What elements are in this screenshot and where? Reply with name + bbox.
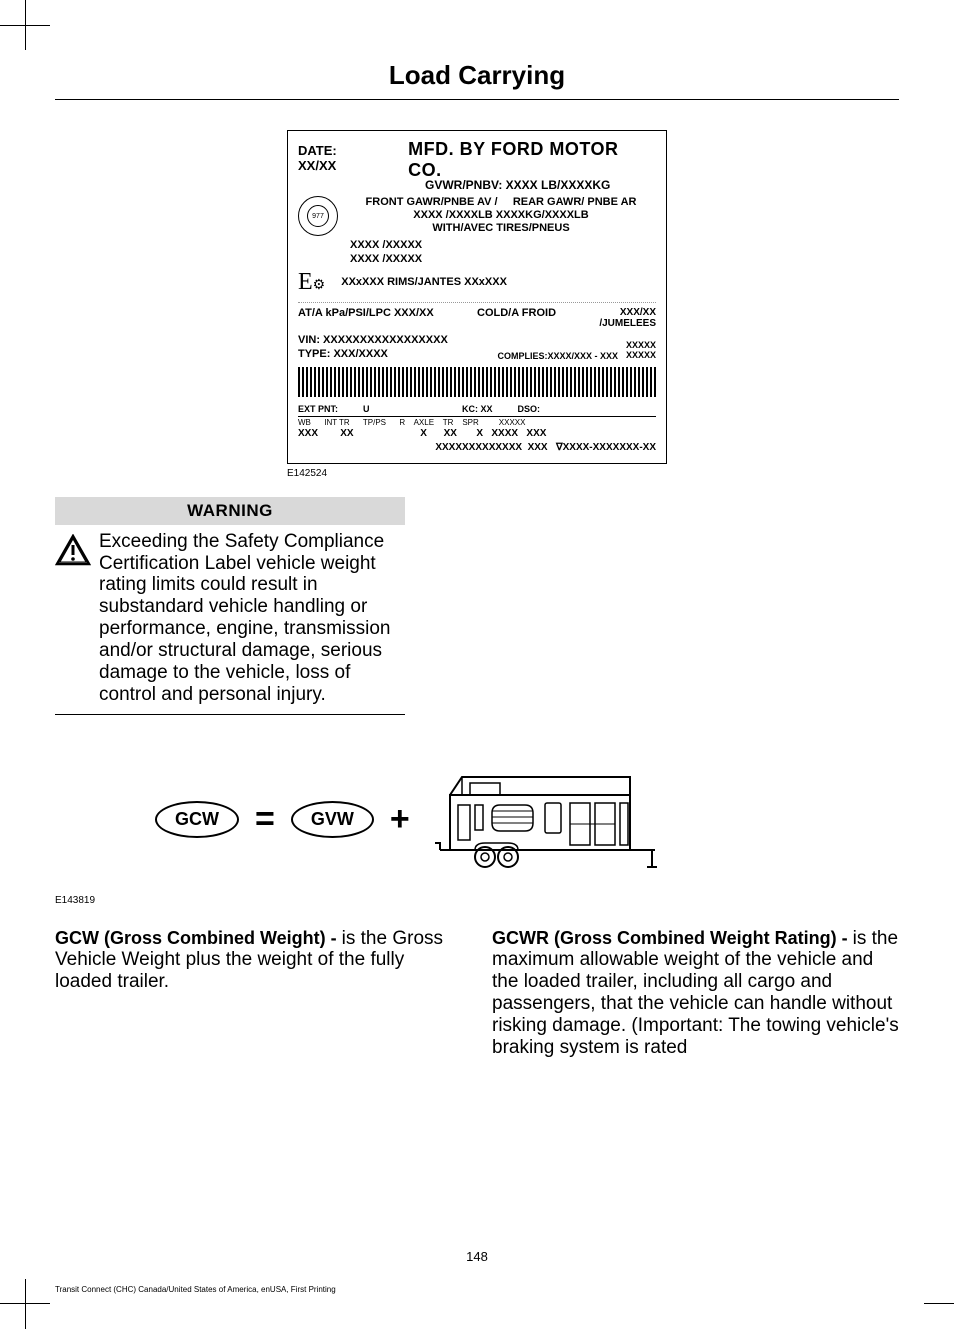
ext-pnt-row: EXT PNT: U KC: XX DSO:	[298, 403, 656, 416]
definition-columns: GCW (Gross Combined Weight) - is the Gro…	[55, 928, 899, 1059]
vin: VIN: XXXXXXXXXXXXXXXXX	[298, 333, 448, 347]
page-number: 148	[0, 1249, 954, 1264]
left-column: GCW (Gross Combined Weight) - is the Gro…	[55, 928, 462, 1059]
gawr-values: XXXX /XXXXLB XXXXKG/XXXXLB	[413, 209, 588, 221]
warning-text: Exceeding the Safety Compliance Certific…	[99, 531, 405, 706]
warning-triangle-icon	[55, 534, 91, 566]
gcw-def-title: GCW (Gross Combined Weight) -	[55, 928, 342, 948]
label-gawr: FRONT GAWR/PNBE AV / REAR GAWR/ PNBE AR …	[346, 196, 656, 236]
page-content: Load Carrying DATE: XX/XX MFD. BY FORD M…	[0, 0, 954, 1329]
warning-header: WARNING	[55, 497, 405, 525]
ec-mark: E⚙	[298, 269, 325, 296]
seal-inner: 977	[307, 205, 329, 227]
title-divider	[55, 99, 899, 100]
plus-symbol: +	[390, 800, 410, 839]
footer-bottom: XXXXXXXXXXXXX XXX ∇XXXX-XXXXXXX-XX	[298, 441, 656, 455]
footer-values: XXX XX X XX X XXXX XXX	[298, 427, 656, 441]
rims-line: XXxXXX RIMS/JANTES XXxXXX	[341, 276, 507, 288]
type: TYPE: XXX/XXXX	[298, 347, 448, 361]
gawr-front: FRONT GAWR/PNBE AV /	[366, 196, 498, 208]
figure-caption-2: E143819	[55, 895, 755, 906]
footer-text: Transit Connect (CHC) Canada/United Stat…	[55, 1285, 336, 1294]
label-manufacturer: MFD. BY FORD MOTOR CO.	[408, 139, 656, 181]
equals-symbol: =	[255, 800, 275, 839]
gawr-rear: REAR GAWR/ PNBE AR	[513, 196, 637, 208]
with-tires: WITH/AVEC TIRES/PNEUS	[432, 222, 569, 234]
compliance-label-box: DATE: XX/XX MFD. BY FORD MOTOR CO. GVWR/…	[287, 130, 667, 464]
canada-seal-icon: 977	[298, 196, 338, 236]
right-column: GCWR (Gross Combined Weight Rating) - is…	[492, 928, 899, 1059]
gcwr-def-title: GCWR (Gross Combined Weight Rating) -	[492, 928, 853, 948]
gvw-oval: GVW	[291, 801, 374, 838]
warning-block: WARNING Exceeding the Safety Compliance …	[55, 497, 405, 715]
complies: COMPLIES:XXXX/XXX - XXX	[497, 351, 618, 361]
figure-caption-1: E142524	[287, 468, 667, 479]
compliance-label-figure: DATE: XX/XX MFD. BY FORD MOTOR CO. GVWR/…	[287, 130, 667, 479]
barcode	[298, 367, 656, 397]
warning-divider	[55, 714, 405, 715]
equation-figure: GCW = GVW +	[55, 765, 755, 906]
footer-labels: WB INT TR TP/PS R AXLE TR SPR XXXXX	[298, 418, 525, 427]
psi-center: COLD/A FROID	[477, 307, 556, 329]
vin-block: VIN: XXXXXXXXXXXXXXXXX TYPE: XXX/XXXX	[298, 333, 448, 362]
psi-left: AT/A kPa/PSI/LPC XXX/XX	[298, 307, 434, 329]
psi-right: XXX/XX /JUMELEES	[599, 307, 656, 329]
trailer-icon	[430, 765, 660, 875]
tire-lines: XXXX /XXXXX XXXX /XXXXX	[350, 238, 656, 267]
page-title: Load Carrying	[45, 60, 909, 91]
gcw-oval: GCW	[155, 801, 239, 838]
label-date: DATE: XX/XX	[298, 143, 378, 173]
xxxxx-block: XXXXX XXXXX	[626, 340, 656, 362]
